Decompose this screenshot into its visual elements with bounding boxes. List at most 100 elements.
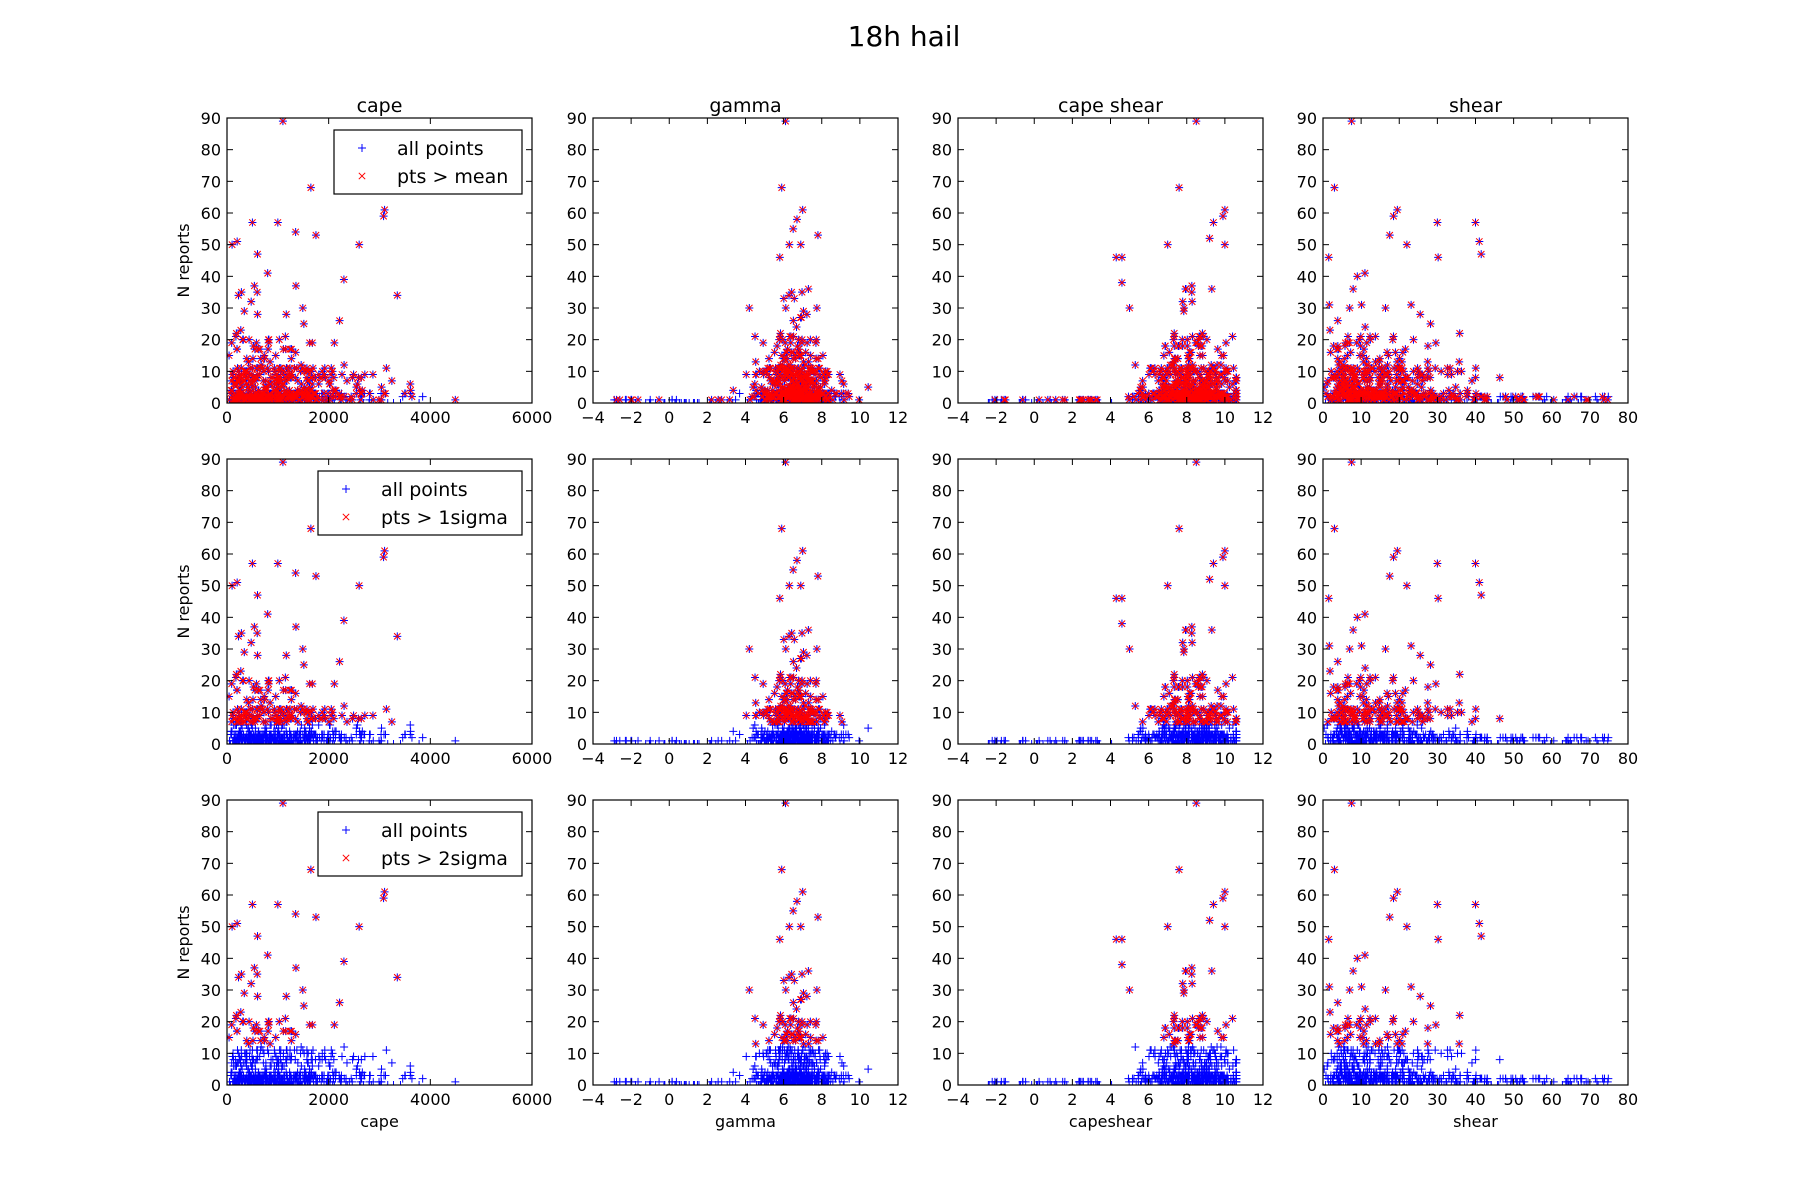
highlight-marker: [1391, 348, 1400, 356]
highlight-marker: [264, 364, 272, 372]
highlight-marker: [270, 364, 278, 372]
highlight-marker: [752, 386, 760, 394]
highlight-marker: [655, 396, 663, 403]
highlight-marker: [793, 342, 802, 350]
highlight-marker: [807, 351, 815, 360]
highlight-marker: [752, 370, 760, 379]
highlight-marker: [354, 374, 363, 382]
highlight-marker: [758, 386, 766, 394]
highlight-marker: [1171, 383, 1179, 391]
highlight-marker: [280, 380, 288, 388]
legend-box: [333, 129, 523, 195]
all-points-marker: [1186, 399, 1195, 403]
highlight-marker: [814, 389, 822, 398]
highlight-marker: [799, 364, 807, 372]
highlight-marker: [1472, 364, 1480, 372]
highlight-marker: [256, 345, 264, 353]
highlight-marker: [718, 396, 726, 403]
highlight-marker: [767, 393, 775, 401]
highlight-marker: [773, 380, 781, 388]
highlight-marker: [1347, 364, 1355, 372]
highlight-marker: [1195, 332, 1203, 341]
highlight-marker: [1138, 389, 1146, 398]
highlight-marker: [239, 336, 247, 344]
all-points-marker: [1542, 392, 1551, 401]
highlight-marker: [1165, 348, 1173, 356]
highlight-marker: [381, 389, 390, 398]
highlight-marker: [1178, 374, 1186, 382]
highlight-marker: [267, 380, 275, 388]
highlight-marker: [233, 237, 241, 246]
highlight-marker: [785, 386, 793, 394]
x-tick-label: 8: [1182, 408, 1192, 427]
highlight-marker: [769, 386, 777, 394]
all-points-marker: [1567, 399, 1576, 403]
highlight-marker: [773, 342, 781, 350]
x-tick-label: 6: [1144, 408, 1154, 427]
highlight-marker: [748, 393, 756, 401]
highlight-marker: [254, 345, 262, 353]
highlight-marker: [264, 393, 272, 401]
highlight-marker: [388, 377, 396, 385]
x-tick-label: −2: [619, 408, 643, 427]
highlight-marker: [287, 355, 295, 363]
highlight-marker: [229, 374, 238, 382]
highlight-marker: [262, 383, 270, 391]
highlight-marker: [1228, 332, 1237, 341]
axes-frame: [226, 117, 533, 404]
highlight-marker: [1227, 396, 1235, 403]
highlight-marker: [272, 396, 280, 403]
highlight-marker: [799, 307, 808, 315]
highlight-marker: [292, 282, 300, 290]
highlight-marker: [798, 336, 806, 344]
highlight-marker: [245, 336, 253, 344]
legend-label: pts > mean: [397, 166, 508, 188]
highlight-marker: [1126, 304, 1134, 312]
highlight-marker: [794, 396, 802, 403]
highlight-marker: [1456, 396, 1464, 403]
highlight-marker: [240, 307, 248, 315]
highlight-marker: [340, 275, 348, 284]
all-points-marker: [1095, 399, 1104, 403]
highlight-marker: [1202, 377, 1210, 385]
highlight-marker: [1171, 370, 1179, 379]
highlight-marker: [369, 396, 377, 403]
highlight-marker: [296, 389, 304, 398]
highlight-marker: [301, 386, 309, 394]
highlight-marker: [1432, 339, 1440, 347]
highlight-marker: [282, 345, 290, 353]
x-tick-label: 12: [1253, 408, 1273, 427]
highlight-marker: [243, 355, 251, 363]
highlight-marker: [764, 393, 772, 401]
scatter-points: [1323, 118, 1613, 403]
highlight-marker: [776, 393, 785, 401]
highlight-marker: [1130, 393, 1138, 401]
highlight-marker: [275, 336, 283, 344]
highlight-marker: [279, 118, 287, 125]
figure-title: 18h hail: [848, 20, 961, 53]
highlight-marker: [238, 383, 246, 391]
highlight-marker: [772, 370, 780, 379]
highlight-marker: [1176, 389, 1184, 398]
y-tick-label: 0: [577, 394, 587, 413]
highlight-marker: [799, 206, 807, 214]
highlight-marker: [1178, 336, 1186, 344]
all-points-marker: [681, 399, 690, 403]
highlight-marker: [1061, 396, 1069, 403]
highlight-marker: [251, 383, 259, 391]
highlight-marker: [1145, 370, 1153, 379]
highlight-marker: [764, 364, 772, 372]
highlight-marker: [345, 396, 353, 403]
highlight-marker: [1059, 396, 1067, 403]
y-tick-label: 20: [567, 331, 587, 350]
highlight-marker: [1193, 386, 1201, 394]
highlight-marker: [836, 370, 844, 379]
highlight-marker: [408, 393, 416, 401]
highlight-marker: [306, 339, 314, 347]
highlight-marker: [1170, 329, 1178, 337]
highlight-marker: [254, 370, 262, 379]
highlight-marker: [729, 386, 737, 394]
highlight-marker: [228, 386, 236, 394]
y-tick-label: 40: [201, 267, 221, 286]
